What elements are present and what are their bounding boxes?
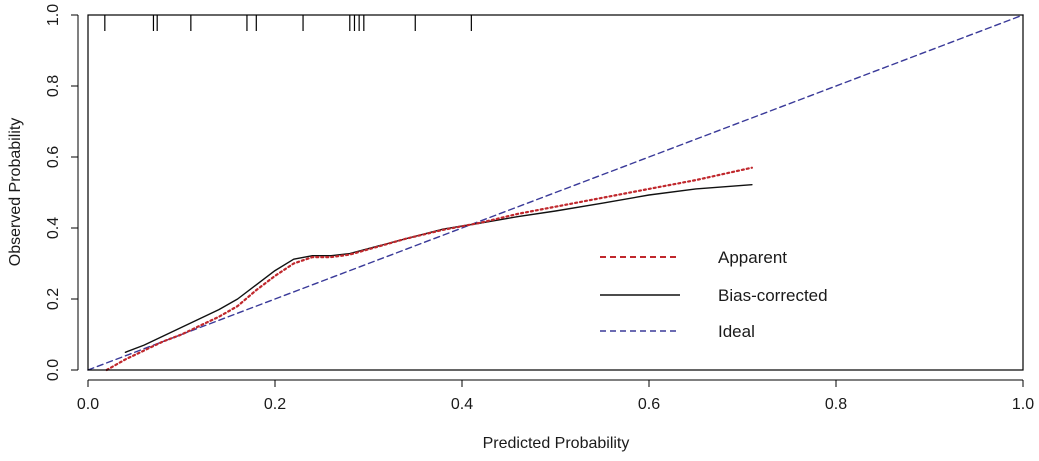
x-axis-label: Predicted Probability (483, 435, 630, 452)
plot-area (87, 14, 1024, 372)
y-tick-label: 0.6 (45, 146, 62, 168)
legend: Apparent Bias-corrected Ideal (600, 248, 828, 341)
y-tick-label: 1.0 (45, 4, 62, 26)
x-tick-label: 0.6 (638, 396, 660, 413)
series-line-ideal (87, 14, 1024, 371)
y-axis: 0.0 0.2 0.4 0.6 0.8 1.0 (45, 4, 79, 381)
series-line-apparent (105, 166, 754, 372)
x-tick-label: 0.8 (825, 396, 847, 413)
x-tick-label: 0.2 (264, 396, 286, 413)
x-tick-label: 1.0 (1012, 396, 1034, 413)
y-tick-label: 0.2 (45, 288, 62, 310)
y-tick-label: 0.8 (45, 75, 62, 97)
x-axis: 0.0 0.2 0.4 0.6 0.8 1.0 (77, 379, 1034, 413)
legend-label-bias-corrected: Bias-corrected (718, 286, 828, 305)
y-tick-label: 0.0 (45, 359, 62, 381)
y-axis-label: Observed Probability (7, 118, 24, 267)
x-tick-label: 0.4 (451, 396, 473, 413)
y-tick-label: 0.4 (45, 217, 62, 239)
series-line-bias-corrected (124, 183, 753, 353)
x-tick-label: 0.0 (77, 396, 99, 413)
legend-label-apparent: Apparent (718, 248, 787, 267)
legend-label-ideal: Ideal (718, 322, 755, 341)
plot-frame (87, 14, 1024, 371)
